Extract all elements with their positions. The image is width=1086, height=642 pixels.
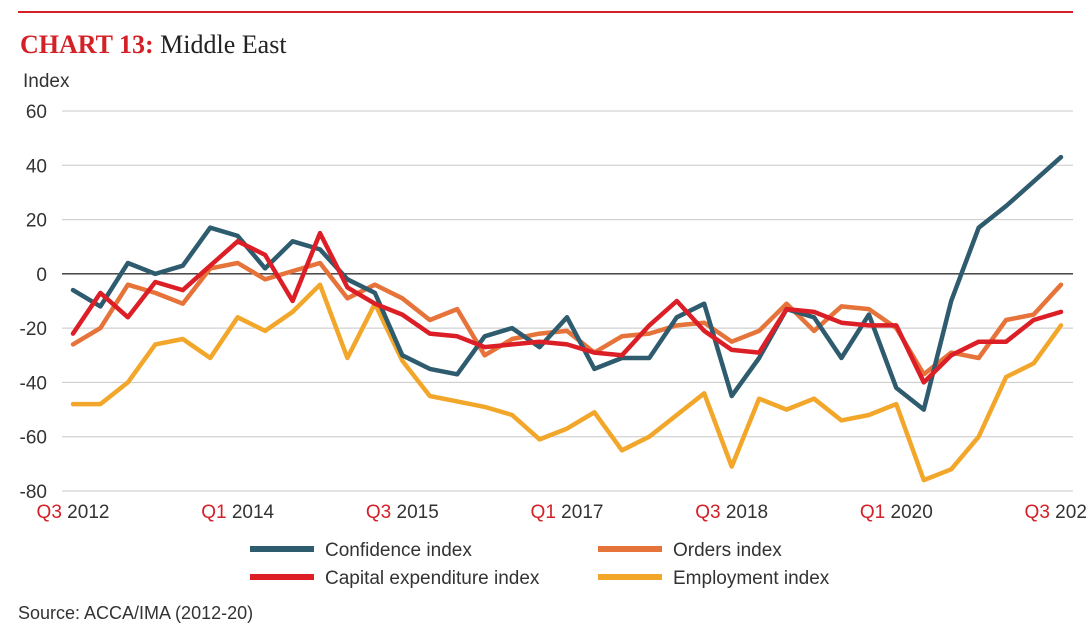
y-tick-label: -20 [20, 319, 47, 340]
x-tick-label: Q1 2014 [201, 502, 274, 523]
y-tick-label: 40 [26, 156, 47, 177]
x-tick-quarter: Q3 [695, 502, 720, 523]
x-tick-quarter: Q1 [201, 502, 226, 523]
gridlines [62, 110, 1073, 492]
x-tick-year: 2020 [885, 502, 933, 523]
x-tick-label: Q3 2012 [37, 502, 110, 523]
x-tick-label: Q3 2018 [695, 502, 768, 523]
chart-title-text: Middle East [160, 30, 287, 59]
source-note: Source: ACCA/IMA (2012-20) [18, 603, 254, 623]
x-tick-year: 2014 [227, 502, 275, 523]
employment-index-line [70, 282, 1064, 483]
y-tick-label: 20 [26, 211, 47, 232]
legend-label-orders-index: Orders index [673, 540, 782, 561]
x-tick-quarter: Q3 [366, 502, 391, 523]
series-lines [70, 154, 1064, 483]
y-tick-label: 60 [26, 102, 47, 123]
x-tick-year: 2015 [391, 502, 439, 523]
x-tick-label: Q3 2021 [1025, 502, 1086, 523]
x-tick-quarter: Q3 [37, 502, 62, 523]
y-tick-label: -40 [20, 373, 47, 394]
x-tick-year: 2017 [556, 502, 604, 523]
legend-label-capital-expenditure-index: Capital expenditure index [325, 568, 540, 589]
x-tick-label: Q3 2015 [366, 502, 439, 523]
x-tick-quarter: Q1 [531, 502, 556, 523]
legend-label-confidence-index: Confidence index [325, 540, 472, 561]
chart-title-prefix: CHART 13: [20, 30, 154, 59]
x-tick-label: Q1 2020 [860, 502, 933, 523]
y-tick-label: 0 [36, 265, 47, 286]
x-tick-year: 2018 [721, 502, 769, 523]
y-tick-label: -60 [20, 428, 47, 449]
y-axis-ticks: 60 40 20 0 -20 -40 -60 -80 [20, 102, 47, 503]
legend: Confidence index Orders index Capital expe… [250, 540, 830, 589]
chart-title: CHART 13: Middle East [20, 30, 287, 60]
x-tick-quarter: Q1 [860, 502, 885, 523]
x-tick-year: 2012 [62, 502, 110, 523]
legend-label-employment-index: Employment index [673, 568, 830, 589]
x-tick-year: 2021 [1050, 502, 1086, 523]
confidence-index-line [70, 154, 1064, 412]
x-tick-quarter: Q3 [1025, 502, 1050, 523]
x-axis-ticks: Q3 2012 Q1 2014 Q3 2015 Q1 2017 Q3 2018 Q1 20… [37, 502, 1086, 523]
top-rule [18, 11, 1073, 13]
capital-expenditure-index-line [70, 230, 1064, 385]
x-tick-label: Q1 2017 [531, 502, 604, 523]
y-tick-label: -80 [20, 482, 47, 503]
y-axis-unit-label: Index [23, 71, 70, 92]
